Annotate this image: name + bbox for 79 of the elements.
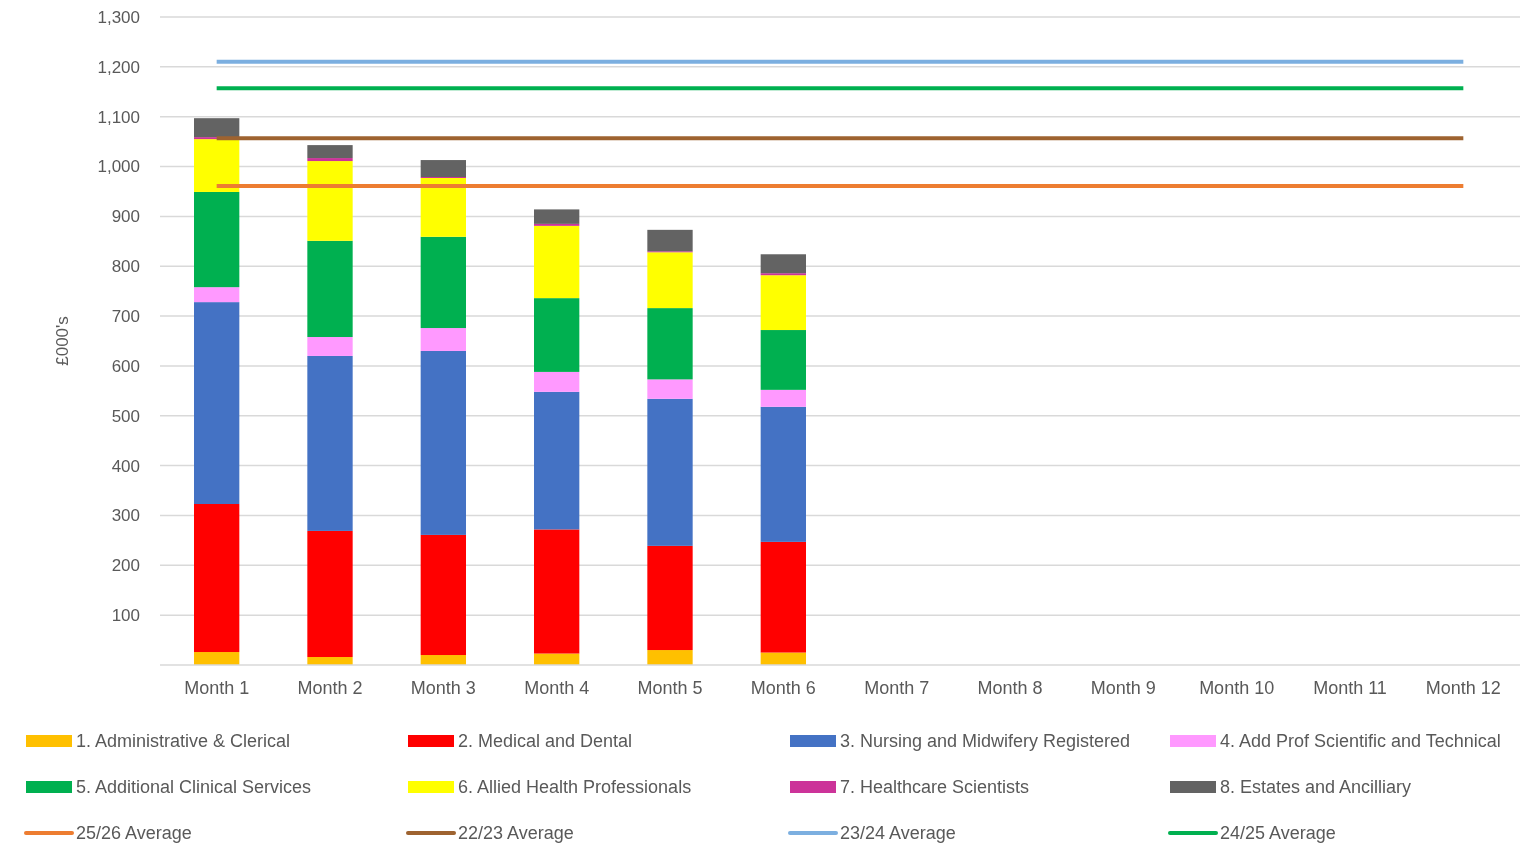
y-tick-label: 400 bbox=[111, 456, 140, 476]
bar bbox=[420, 328, 466, 351]
legend-label: 6. Allied Health Professionals bbox=[458, 777, 692, 798]
bar bbox=[647, 229, 693, 252]
bar bbox=[534, 529, 580, 654]
x-tick-label: Month 10 bbox=[1199, 678, 1275, 698]
bar bbox=[194, 118, 240, 138]
legend-label: 8. Estates and Ancilliary bbox=[1220, 777, 1412, 798]
x-tick-label: Month 3 bbox=[410, 678, 476, 698]
x-tick-label: Month 1 bbox=[184, 678, 250, 698]
y-tick-label: 700 bbox=[111, 307, 140, 327]
bar bbox=[307, 530, 353, 658]
x-tick-label: Month 4 bbox=[524, 678, 590, 698]
x-tick-label: Month 8 bbox=[977, 678, 1043, 698]
bar bbox=[420, 236, 466, 329]
bar bbox=[760, 406, 806, 542]
bar bbox=[760, 389, 806, 407]
bar bbox=[307, 240, 353, 338]
bar bbox=[420, 350, 466, 535]
bar bbox=[760, 541, 806, 653]
bar bbox=[647, 379, 693, 399]
bar bbox=[420, 160, 466, 178]
bar bbox=[194, 302, 240, 504]
legend-label: 1. Administrative & Clerical bbox=[76, 731, 291, 752]
bar bbox=[307, 337, 353, 356]
bar bbox=[647, 308, 693, 380]
x-tick-label: Month 2 bbox=[297, 678, 363, 698]
y-tick-label: 1,300 bbox=[97, 7, 140, 27]
bar bbox=[534, 391, 580, 530]
bar bbox=[307, 161, 353, 241]
bar bbox=[307, 355, 353, 531]
legend-label: 4. Add Prof Scientific and Technical bbox=[1220, 731, 1501, 752]
bar bbox=[534, 209, 580, 224]
x-tick-label: Month 5 bbox=[637, 678, 703, 698]
y-tick-label: 900 bbox=[111, 207, 140, 227]
legend-label: 5. Additional Clinical Services bbox=[76, 777, 312, 798]
y-tick-label: 1,000 bbox=[97, 157, 140, 177]
bar bbox=[307, 158, 353, 162]
bar bbox=[760, 275, 806, 331]
bar bbox=[194, 139, 240, 192]
bar bbox=[534, 223, 580, 226]
y-axis-title: £000's bbox=[53, 316, 72, 366]
x-tick-label: Month 9 bbox=[1090, 678, 1156, 698]
x-tick-label: Month 11 bbox=[1313, 678, 1387, 698]
y-tick-label: 200 bbox=[111, 556, 140, 576]
y-tick-label: 500 bbox=[111, 406, 140, 426]
bar bbox=[647, 398, 693, 546]
bar bbox=[647, 545, 693, 651]
bar bbox=[760, 330, 806, 390]
bar bbox=[420, 534, 466, 656]
bar bbox=[194, 191, 240, 288]
x-tick-label: Month 12 bbox=[1425, 678, 1501, 698]
legend-label: 24/25 Average bbox=[1220, 823, 1336, 844]
y-tick-label: 1,200 bbox=[97, 57, 140, 77]
legend-label: 22/23 Average bbox=[458, 823, 574, 844]
y-tick-label: 800 bbox=[111, 257, 140, 277]
bar bbox=[647, 650, 693, 665]
x-tick-label: Month 6 bbox=[750, 678, 816, 698]
bar bbox=[194, 652, 240, 665]
legend-label: 7. Healthcare Scientists bbox=[840, 777, 1030, 798]
y-tick-label: 300 bbox=[111, 506, 140, 526]
bar bbox=[420, 178, 466, 237]
y-tick-label: 1,100 bbox=[97, 107, 140, 127]
x-tick-label: Month 7 bbox=[864, 678, 930, 698]
legend-label: 3. Nursing and Midwifery Registered bbox=[840, 731, 1131, 752]
bar bbox=[534, 298, 580, 372]
y-tick-label: 100 bbox=[111, 606, 140, 626]
bar bbox=[307, 145, 353, 159]
bar bbox=[534, 225, 580, 299]
legend-label: 2. Medical and Dental bbox=[458, 731, 633, 752]
bar bbox=[194, 504, 240, 653]
bar bbox=[420, 655, 466, 665]
y-tick-label: 600 bbox=[111, 356, 140, 376]
bar bbox=[194, 287, 240, 303]
bar bbox=[534, 371, 580, 392]
bar bbox=[647, 252, 693, 309]
legend-label: 23/24 Average bbox=[840, 823, 956, 844]
bar bbox=[760, 254, 806, 274]
legend-label: 25/26 Average bbox=[76, 823, 192, 844]
